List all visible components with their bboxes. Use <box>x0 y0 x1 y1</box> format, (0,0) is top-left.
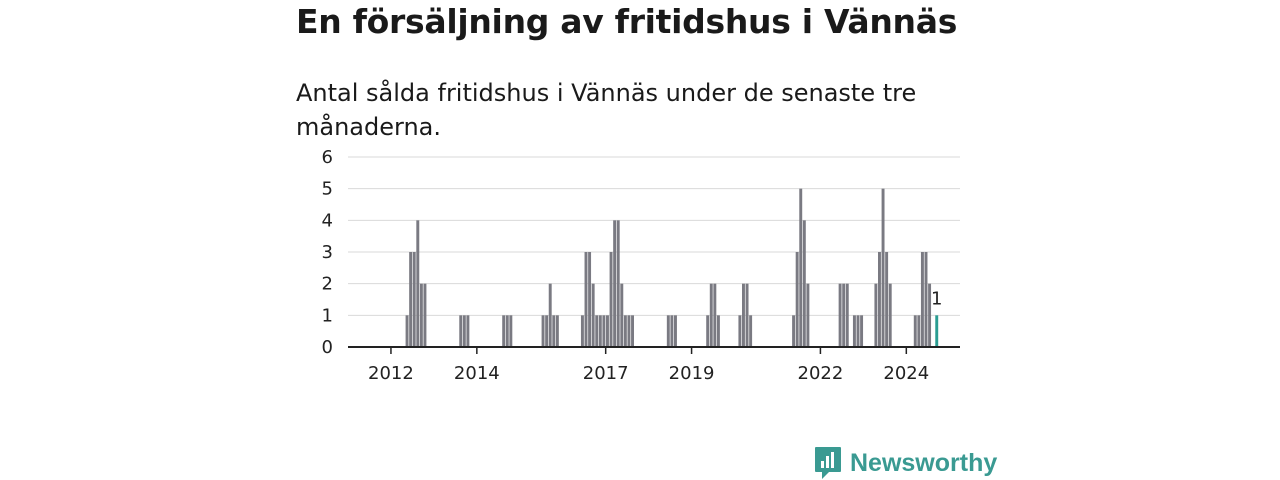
y-tick-label: 1 <box>322 305 333 326</box>
bar <box>845 283 849 347</box>
bar <box>713 283 717 347</box>
brand-name: Newsworthy <box>850 448 998 477</box>
bar <box>620 283 624 347</box>
bar <box>555 315 559 347</box>
bar <box>409 252 413 347</box>
y-tick-label: 0 <box>322 337 333 358</box>
bar <box>588 252 592 347</box>
bar <box>749 315 753 347</box>
bar <box>852 315 856 347</box>
bar <box>878 252 881 347</box>
y-tick-label: 4 <box>322 210 333 231</box>
bar <box>609 252 613 347</box>
newsworthy-logo-icon <box>815 447 841 479</box>
bar <box>666 315 670 347</box>
bar <box>509 315 513 347</box>
bar <box>885 252 889 347</box>
bar <box>842 283 846 347</box>
bar <box>874 283 878 347</box>
bar <box>806 283 810 347</box>
bar <box>419 283 423 347</box>
bar <box>913 315 917 347</box>
gridlines <box>348 156 960 316</box>
highlight-value-label: 1 <box>931 288 942 309</box>
x-tick-label: 2017 <box>583 363 629 384</box>
bar <box>631 315 634 347</box>
bar <box>792 315 796 347</box>
bar <box>623 315 627 347</box>
bar <box>416 220 420 347</box>
bar <box>502 315 506 347</box>
bar <box>716 315 720 347</box>
bar <box>920 252 924 347</box>
bar <box>838 283 842 347</box>
newsworthy-brand[interactable]: Newsworthy <box>814 446 997 480</box>
labels: 0 1 2 3 4 5 6 1 2012 2014 2017 2019 2022 2024 <box>322 147 943 384</box>
bar <box>613 220 617 347</box>
bar <box>881 188 885 347</box>
bar <box>802 220 806 347</box>
chart-title: En försäljning av fritidshus i Vännäs <box>296 2 958 41</box>
bar <box>706 315 710 347</box>
x-tick-label: 2019 <box>669 363 715 384</box>
x-tick-label: 2014 <box>454 363 500 384</box>
bar <box>598 315 602 347</box>
bar <box>466 315 470 347</box>
bar <box>742 283 745 347</box>
bar <box>888 283 892 347</box>
bar <box>738 315 742 347</box>
bar <box>423 283 427 347</box>
bar <box>670 315 674 347</box>
bar <box>795 252 799 347</box>
bar <box>462 315 466 347</box>
y-tick-label: 3 <box>322 242 333 263</box>
bar <box>856 315 860 347</box>
bar <box>580 315 584 347</box>
bar <box>505 315 509 347</box>
bar <box>674 315 677 347</box>
bar <box>552 315 556 347</box>
bar <box>541 315 545 347</box>
bar <box>602 315 606 347</box>
bar <box>917 315 921 347</box>
bar <box>405 315 409 347</box>
chart-subtitle: Antal sålda fritidshus i Vännäs under de… <box>296 79 917 141</box>
x-tick-label: 2012 <box>368 363 414 384</box>
bar <box>928 283 932 347</box>
highlighted-bar <box>935 315 939 347</box>
bar <box>412 252 416 347</box>
bar <box>799 188 803 347</box>
bars <box>405 188 939 347</box>
y-tick-label: 2 <box>322 274 333 295</box>
bar <box>860 315 864 347</box>
x-tick-label: 2022 <box>798 363 844 384</box>
bar <box>745 283 749 347</box>
bar <box>459 315 463 347</box>
bar <box>709 283 713 347</box>
bar <box>595 315 599 347</box>
y-tick-label: 5 <box>322 179 333 200</box>
bar <box>584 252 588 347</box>
y-tick-label: 6 <box>322 147 333 168</box>
bar <box>627 315 631 347</box>
axes <box>348 346 960 354</box>
bar <box>924 252 928 347</box>
bar <box>545 315 549 347</box>
x-tick-label: 2024 <box>883 363 929 384</box>
bar <box>591 283 595 347</box>
bar <box>548 283 552 347</box>
bar <box>606 315 609 347</box>
bar <box>616 220 620 347</box>
